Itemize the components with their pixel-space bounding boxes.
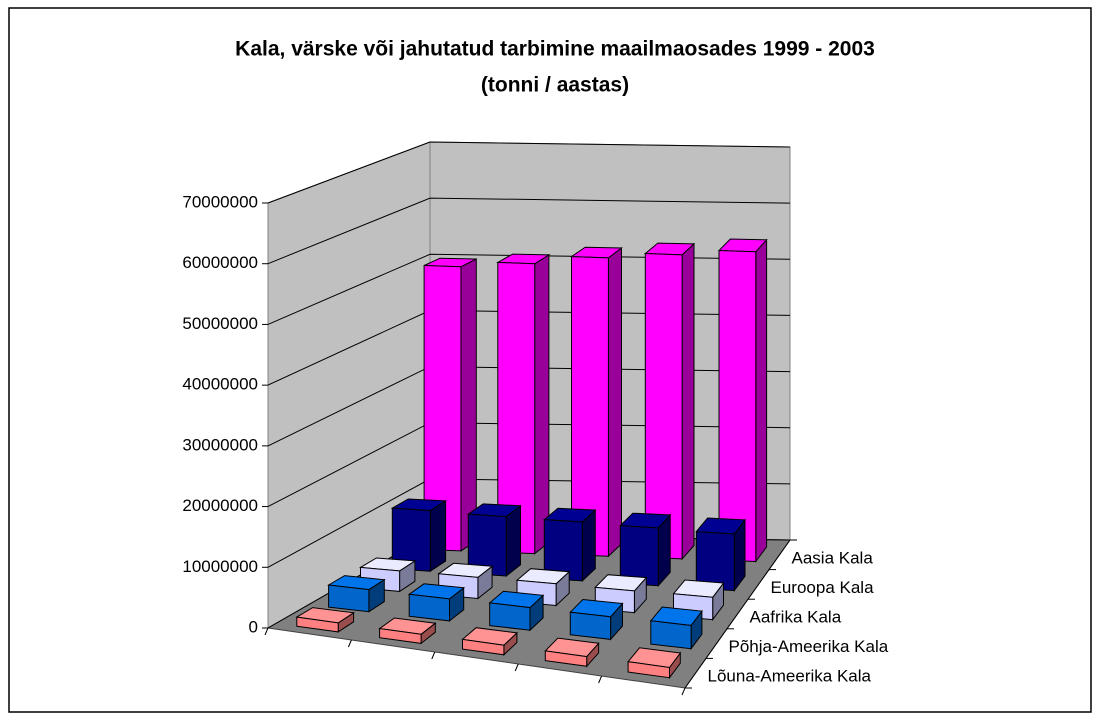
bar <box>488 590 545 632</box>
bar <box>619 512 672 588</box>
bar <box>407 583 465 622</box>
depth-label: Lõuna-Ameerika Kala <box>708 667 872 686</box>
bar-side <box>505 504 521 578</box>
x-tick-mark <box>431 651 436 660</box>
bar <box>627 647 682 680</box>
bar <box>496 253 551 555</box>
chart-subtitle: (tonni / aastas) <box>481 74 629 97</box>
bar <box>569 598 624 641</box>
bar-front <box>391 507 431 572</box>
y-tick-label: 20000000 <box>182 496 258 515</box>
y-tick-label: 30000000 <box>182 435 258 454</box>
bar-front <box>462 638 505 656</box>
bar-side <box>681 242 695 561</box>
bar <box>643 242 696 561</box>
depth-label: Aasia Kala <box>792 548 874 567</box>
grid-line <box>267 141 791 204</box>
depth-label: Euroopa Kala <box>771 578 875 597</box>
bar-front <box>467 513 507 577</box>
grid-line <box>267 197 791 265</box>
x-tick-mark <box>514 663 519 672</box>
bar <box>390 498 448 573</box>
y-tick-label: 60000000 <box>182 253 258 272</box>
bar <box>466 503 522 578</box>
bar <box>327 575 386 613</box>
depth-axis <box>684 539 791 689</box>
bar-front <box>650 620 692 650</box>
bar-front <box>627 661 670 679</box>
bar-front <box>569 611 612 640</box>
bar-front <box>489 602 531 631</box>
y-tick-label: 40000000 <box>182 375 258 394</box>
y-tick-label: 50000000 <box>182 314 258 333</box>
depth-label: Aafrika Kala <box>750 607 842 626</box>
x-tick-mark <box>347 639 352 648</box>
chart-title: Kala, värske või jahutatud tarbimine maa… <box>235 38 875 61</box>
bar <box>569 246 623 558</box>
bar <box>695 517 746 593</box>
bar-front <box>644 252 683 560</box>
bar-side <box>534 253 550 555</box>
bar-front <box>408 593 450 622</box>
y-tick-label: 70000000 <box>182 192 258 211</box>
bar-front <box>328 584 370 613</box>
bar <box>295 607 356 633</box>
bar-front <box>718 249 757 563</box>
y-tick-label: 10000000 <box>182 557 258 576</box>
bar <box>461 627 519 656</box>
bar <box>378 617 437 645</box>
bar-front <box>544 650 588 667</box>
bar <box>543 507 597 583</box>
bar-side <box>429 499 447 573</box>
x-tick-mark <box>264 627 269 636</box>
bar <box>544 637 600 668</box>
bar-side <box>755 238 768 564</box>
bar <box>717 238 768 564</box>
bar-side <box>460 258 477 552</box>
bar-front <box>296 616 339 633</box>
bar <box>649 606 703 651</box>
y-tick-label: 0 <box>249 617 258 636</box>
bar <box>423 257 477 552</box>
bar-front <box>497 261 536 555</box>
x-tick-mark <box>598 675 603 684</box>
bar-front <box>571 256 609 557</box>
bar-side <box>607 246 622 558</box>
bar-front <box>423 264 462 552</box>
depth-label: Põhja-Ameerika Kala <box>729 637 889 656</box>
x-tick-mark <box>681 687 686 696</box>
bar-front <box>379 628 422 644</box>
